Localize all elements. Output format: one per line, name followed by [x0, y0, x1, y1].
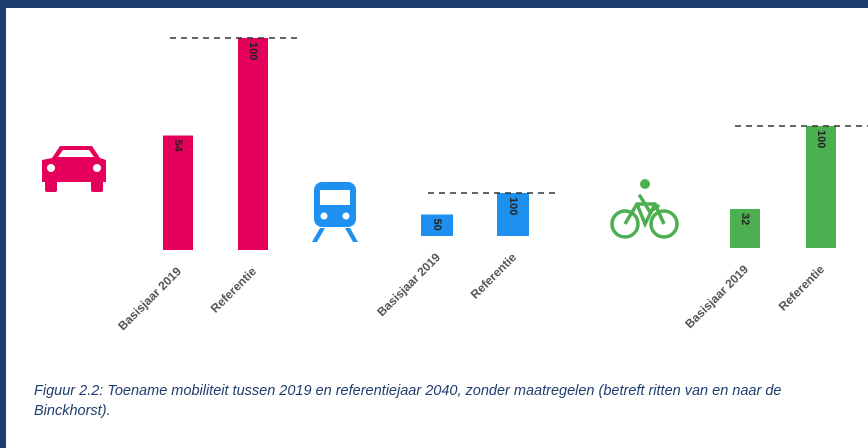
bike-icon [610, 179, 679, 239]
x-tick-label: Basisjaar 2019 [682, 262, 751, 331]
value-label: 54 [172, 140, 184, 153]
x-tick-label: Basisjaar 2019 [115, 264, 184, 333]
chart: 54 Basisjaar 2019 100 Referentie 50 Basisjaar… [42, 37, 868, 333]
train-icon [312, 182, 358, 242]
x-tick-label: Referentie [468, 250, 520, 302]
bar [238, 38, 268, 250]
bar [163, 135, 193, 250]
bar [421, 214, 453, 236]
value-label: 100 [815, 130, 827, 148]
x-tick-label: Referentie [776, 262, 828, 314]
bar [806, 126, 836, 248]
value-label: 100 [507, 197, 519, 215]
value-label: 50 [431, 219, 443, 231]
car-icon [42, 146, 106, 192]
value-label: 32 [739, 213, 751, 225]
bar [497, 193, 529, 236]
x-tick-label: Basisjaar 2019 [374, 250, 443, 319]
caption: Figuur 2.2: Toename mobiliteit tussen 20… [34, 383, 782, 419]
value-label: 100 [247, 42, 259, 60]
x-tick-label: Referentie [208, 264, 260, 316]
panel: 54 Basisjaar 2019 100 Referentie 50 Basisjaar… [6, 8, 868, 448]
bar [730, 208, 760, 248]
